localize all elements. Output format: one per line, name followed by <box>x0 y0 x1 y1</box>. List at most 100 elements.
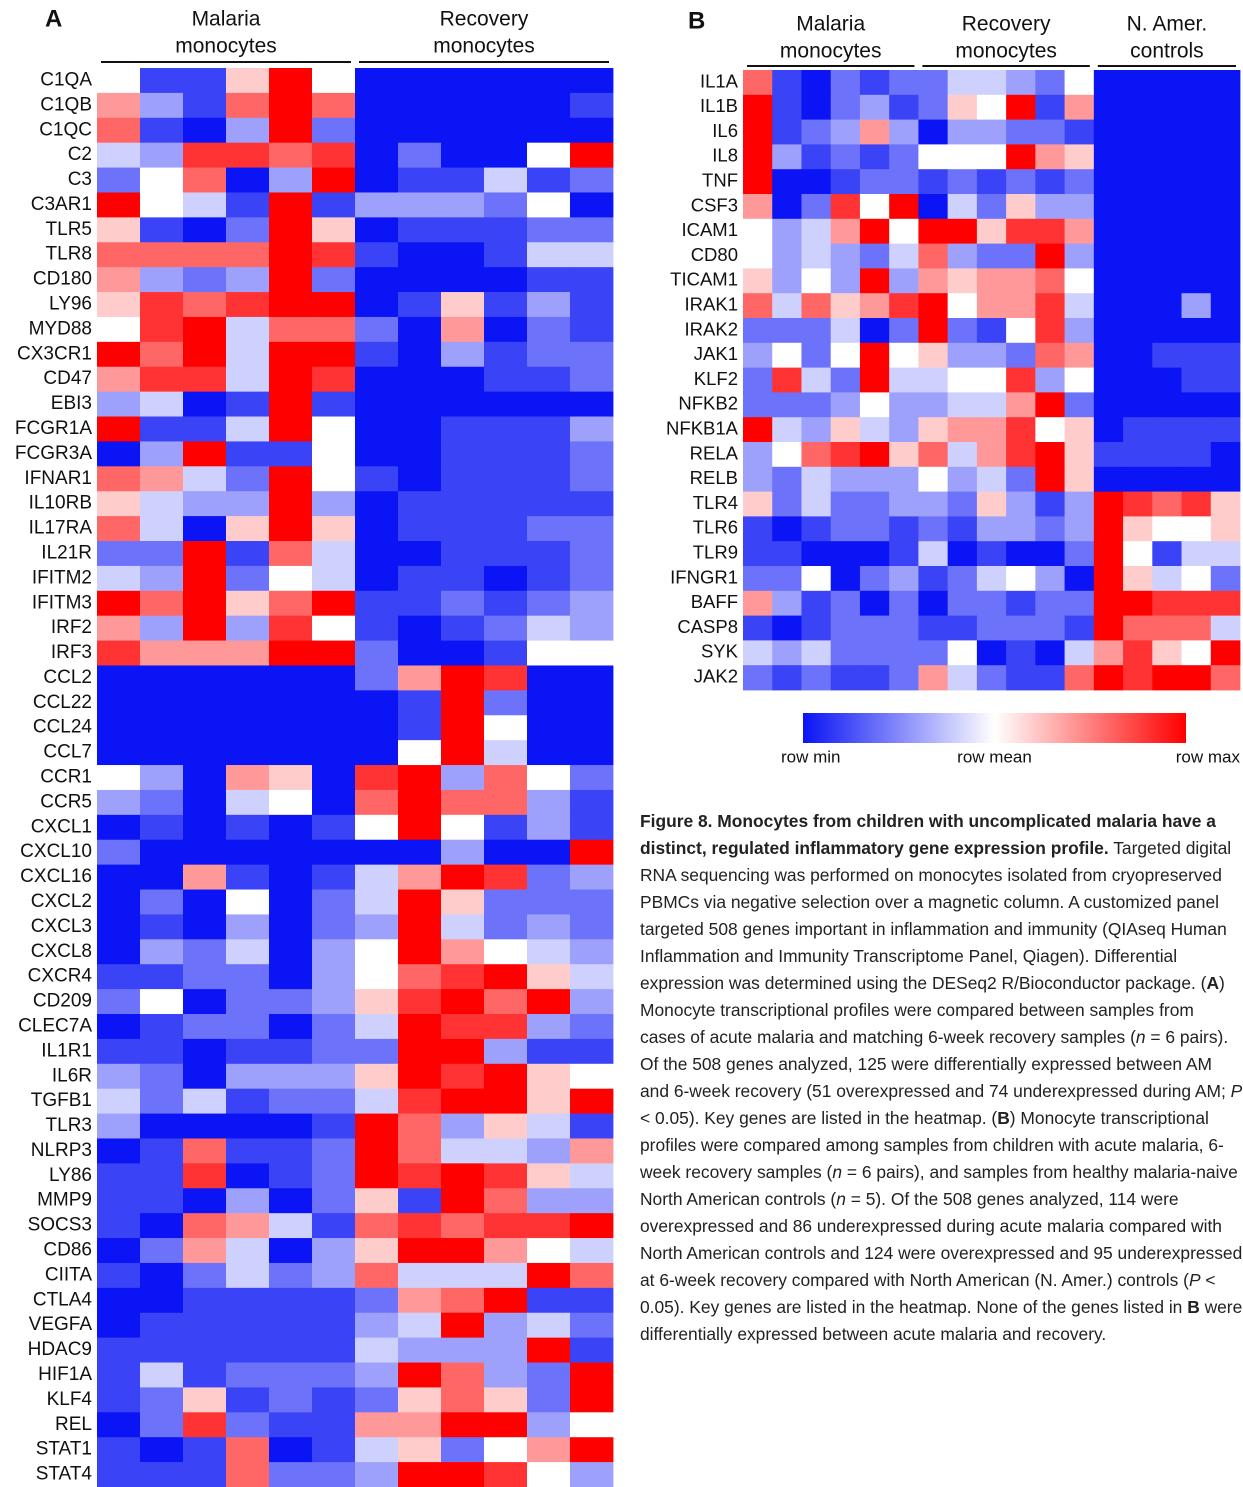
heatmap-cell <box>570 1437 614 1463</box>
heatmap-cell <box>1093 70 1124 96</box>
heatmap-cell <box>183 117 227 144</box>
heatmap-cell <box>527 1262 571 1289</box>
heatmap-cell <box>441 1088 485 1114</box>
heatmap-cell <box>743 417 773 443</box>
heatmap-cell <box>140 765 184 791</box>
column-group-label: monocytes <box>780 40 882 63</box>
heatmap-cell <box>140 316 184 343</box>
heatmap-cell <box>830 194 861 220</box>
heatmap-cell <box>570 68 614 94</box>
heatmap-cell <box>183 1462 227 1487</box>
heatmap-cell <box>1152 94 1182 120</box>
heatmap-cell <box>441 640 485 666</box>
heatmap-cell <box>97 1213 141 1239</box>
heatmap-cell <box>355 839 399 866</box>
heatmap-cell <box>398 192 442 218</box>
heatmap-cell <box>1006 466 1036 492</box>
heatmap-cell <box>269 1188 313 1214</box>
heatmap-cell <box>1181 218 1212 244</box>
heatmap-cell <box>889 194 919 220</box>
heatmap-cell <box>140 1337 184 1363</box>
heatmap-cell <box>527 68 571 94</box>
heatmap-cell <box>976 293 1007 319</box>
heatmap-cell <box>97 416 141 442</box>
heatmap-cell <box>97 217 141 243</box>
heatmap-cell <box>312 740 356 766</box>
heatmap-cell <box>226 590 270 617</box>
heatmap-cell <box>527 1188 571 1214</box>
heatmap-cell <box>801 218 832 244</box>
heatmap-cell <box>889 293 919 319</box>
heatmap-cell <box>269 92 313 119</box>
heatmap-cell <box>269 690 313 716</box>
row-label: CD47 <box>43 368 92 389</box>
heatmap-cell <box>97 789 141 816</box>
heatmap-cell <box>1152 665 1182 691</box>
row-label: C3AR1 <box>31 194 92 215</box>
heatmap-cell <box>312 789 356 816</box>
heatmap-cell <box>226 1437 270 1463</box>
heatmap-cell <box>889 318 919 344</box>
heatmap-cell <box>355 68 399 94</box>
row-label: NFKB2 <box>678 393 738 414</box>
heatmap-cell <box>743 640 773 666</box>
heatmap-cell <box>976 615 1007 641</box>
heatmap-cell <box>484 1238 528 1264</box>
heatmap-cell <box>226 1412 270 1438</box>
heatmap-cell <box>398 267 442 293</box>
heatmap-cell <box>97 615 141 641</box>
heatmap-cell <box>1064 516 1095 542</box>
heatmap-cell <box>801 442 832 468</box>
heatmap-cell <box>226 441 270 467</box>
heatmap-cell <box>355 889 399 915</box>
column-group-label: Recovery <box>440 8 529 31</box>
heatmap-cell <box>312 267 356 293</box>
heatmap-cell <box>859 342 890 368</box>
heatmap-cell <box>743 268 773 294</box>
heatmap-cell <box>918 417 949 443</box>
heatmap-cell <box>889 442 919 468</box>
heatmap-cell <box>484 1362 528 1388</box>
heatmap-cell <box>269 1163 313 1189</box>
heatmap-cell <box>355 665 399 691</box>
heatmap-cell <box>441 814 485 841</box>
heatmap-cell <box>226 1287 270 1314</box>
heatmap-cell <box>355 1138 399 1164</box>
caption-text: B <box>1187 1297 1200 1317</box>
heatmap-cell <box>312 1038 356 1065</box>
heatmap-cell <box>947 491 978 517</box>
heatmap-cell <box>570 914 614 940</box>
heatmap-cell <box>743 665 773 691</box>
heatmap-cell <box>527 1088 571 1114</box>
heatmap-cell <box>801 466 832 492</box>
heatmap-cell <box>312 1063 356 1090</box>
heatmap-cell <box>484 242 528 268</box>
heatmap-cell <box>527 516 571 542</box>
heatmap-cell <box>484 615 528 641</box>
heatmap-cell <box>801 144 832 170</box>
heatmap-cell <box>859 541 890 567</box>
heatmap-cell <box>269 341 313 368</box>
heatmap-cell <box>527 142 571 168</box>
row-label: IFITM2 <box>32 567 92 588</box>
heatmap-cell <box>743 169 773 195</box>
heatmap-cell <box>398 491 442 517</box>
heatmap-cell <box>947 640 978 666</box>
heatmap-cell <box>570 242 614 268</box>
heatmap-cell <box>312 1088 356 1114</box>
heatmap-cell <box>140 1188 184 1214</box>
heatmap-cell <box>801 119 832 145</box>
heatmap-cell <box>801 94 832 120</box>
heatmap-cell <box>859 590 890 616</box>
heatmap-cell <box>140 292 184 318</box>
heatmap-cell <box>398 516 442 542</box>
heatmap-cell <box>1006 615 1036 641</box>
heatmap-cell <box>1093 342 1124 368</box>
heatmap-cell <box>743 367 773 393</box>
heatmap-cell <box>226 665 270 691</box>
heatmap-cell <box>355 590 399 617</box>
heatmap-cell <box>918 442 949 468</box>
heatmap-cell <box>1123 541 1153 567</box>
heatmap-cell <box>1152 119 1182 145</box>
